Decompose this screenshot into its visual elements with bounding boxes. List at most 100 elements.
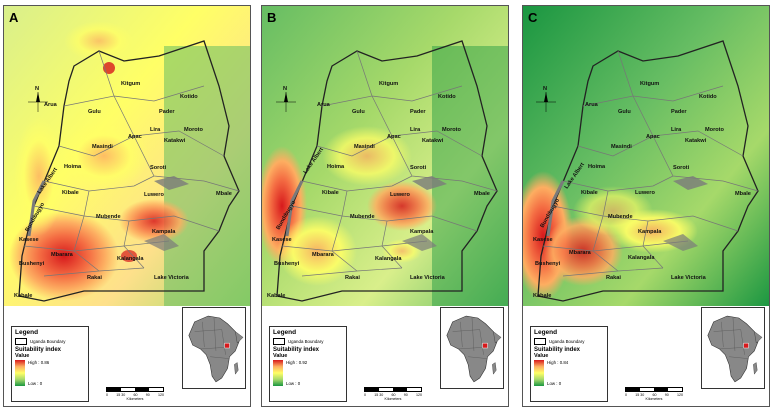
svg-text:Lira: Lira bbox=[671, 127, 682, 133]
svg-text:Rakai: Rakai bbox=[606, 275, 621, 281]
svg-text:Soroti: Soroti bbox=[150, 165, 167, 171]
svg-text:Rakai: Rakai bbox=[87, 275, 102, 281]
svg-text:Rakai: Rakai bbox=[345, 275, 360, 281]
legend-low: Low : 0 bbox=[28, 381, 43, 386]
boundary-label: Uganda Boundary bbox=[30, 339, 66, 344]
svg-text:Moroto: Moroto bbox=[705, 127, 725, 133]
north-arrow-icon: N bbox=[536, 86, 556, 112]
suitability-map: N Kitgum Kotido Arua Gulu Pader Moroto L… bbox=[4, 6, 250, 406]
legend-value-label: Value bbox=[534, 353, 549, 359]
svg-text:Mubende: Mubende bbox=[96, 214, 121, 220]
svg-text:Kasese: Kasese bbox=[19, 237, 39, 243]
color-ramp bbox=[15, 360, 25, 386]
north-arrow-icon: N bbox=[276, 86, 296, 112]
svg-text:Luwero: Luwero bbox=[144, 192, 164, 198]
svg-text:Mbarara: Mbarara bbox=[51, 252, 74, 258]
svg-text:Kampala: Kampala bbox=[638, 229, 662, 235]
svg-text:Apac: Apac bbox=[646, 134, 660, 140]
svg-text:Bushenyi: Bushenyi bbox=[19, 261, 45, 267]
svg-text:Kabale: Kabale bbox=[14, 293, 32, 299]
svg-text:Kibale: Kibale bbox=[62, 190, 79, 196]
boundary-swatch bbox=[534, 338, 546, 345]
legend-index-title: Suitability index bbox=[15, 347, 62, 353]
panel-letter: B bbox=[267, 10, 277, 25]
lake-albert bbox=[27, 180, 46, 237]
svg-text:Mbarara: Mbarara bbox=[312, 252, 335, 258]
legend-title: Legend bbox=[273, 329, 297, 336]
svg-text:Mbale: Mbale bbox=[735, 191, 751, 197]
svg-text:Moroto: Moroto bbox=[184, 127, 204, 133]
color-ramp bbox=[273, 360, 283, 386]
svg-text:Hoima: Hoima bbox=[64, 164, 82, 170]
legend: Legend Uganda Boundary Suitability index… bbox=[530, 326, 608, 402]
svg-text:Katakwi: Katakwi bbox=[422, 138, 444, 144]
color-ramp bbox=[534, 360, 544, 386]
svg-text:Masindi: Masindi bbox=[354, 144, 375, 150]
svg-text:Katakwi: Katakwi bbox=[685, 138, 707, 144]
africa-icon bbox=[707, 315, 763, 383]
svg-text:Kotido: Kotido bbox=[438, 94, 456, 100]
north-arrow-icon: N bbox=[28, 86, 48, 112]
svg-text:Arua: Arua bbox=[317, 102, 331, 108]
svg-text:Luwero: Luwero bbox=[635, 190, 655, 196]
svg-text:N: N bbox=[283, 86, 287, 92]
svg-text:Kitgum: Kitgum bbox=[379, 81, 398, 87]
uganda-highlight bbox=[743, 342, 749, 349]
district-lines bbox=[281, 50, 498, 277]
svg-text:Kabale: Kabale bbox=[533, 293, 551, 299]
legend-index-title: Suitability index bbox=[273, 347, 320, 353]
lake-victoria-shore bbox=[144, 234, 179, 251]
legend-title: Legend bbox=[534, 329, 558, 336]
svg-text:Bushenyi: Bushenyi bbox=[274, 261, 300, 267]
svg-text:Kotido: Kotido bbox=[180, 94, 198, 100]
boundary-label: Uganda Boundary bbox=[288, 339, 324, 344]
svg-text:Moroto: Moroto bbox=[442, 127, 462, 133]
svg-text:Gulu: Gulu bbox=[88, 109, 101, 115]
panel-a: A bbox=[3, 5, 251, 407]
legend-index-title: Suitability index bbox=[534, 347, 581, 353]
legend-high: High : 0.92 bbox=[286, 360, 308, 365]
africa-icon bbox=[446, 315, 502, 383]
svg-text:Kampala: Kampala bbox=[410, 229, 434, 235]
svg-text:Gulu: Gulu bbox=[618, 109, 631, 115]
uganda-boundary bbox=[18, 40, 240, 302]
district-lines bbox=[23, 50, 240, 277]
svg-text:Katakwi: Katakwi bbox=[164, 138, 186, 144]
svg-text:Masindi: Masindi bbox=[92, 144, 113, 150]
svg-text:Kibale: Kibale bbox=[322, 190, 339, 196]
svg-text:Arua: Arua bbox=[585, 102, 599, 108]
svg-text:Lira: Lira bbox=[410, 127, 421, 133]
legend-high: High : 0.86 bbox=[28, 360, 50, 365]
legend-title: Legend bbox=[15, 329, 39, 336]
svg-text:Apac: Apac bbox=[128, 134, 142, 140]
hotspot-central bbox=[367, 181, 437, 231]
svg-text:Lake Victoria: Lake Victoria bbox=[154, 275, 190, 281]
svg-text:Hoima: Hoima bbox=[327, 164, 345, 170]
svg-text:Pader: Pader bbox=[410, 109, 426, 115]
uganda-boundary bbox=[276, 40, 498, 302]
africa-inset-map bbox=[701, 307, 765, 389]
svg-text:Pader: Pader bbox=[159, 109, 175, 115]
svg-text:Bushenyi: Bushenyi bbox=[535, 261, 561, 267]
scale-bar: 0 15 30 60 90 120 Kilometers bbox=[364, 387, 422, 403]
svg-text:Soroti: Soroti bbox=[673, 165, 690, 171]
svg-text:Kotido: Kotido bbox=[699, 94, 717, 100]
svg-text:Mbarara: Mbarara bbox=[569, 250, 592, 256]
uganda-highlight bbox=[482, 342, 488, 349]
legend-low: Low : 0 bbox=[286, 381, 301, 386]
hotspot-central bbox=[119, 199, 189, 243]
africa-inset-map bbox=[440, 307, 504, 389]
svg-text:Soroti: Soroti bbox=[410, 165, 427, 171]
svg-text:Hoima: Hoima bbox=[588, 164, 606, 170]
uganda-boundary bbox=[537, 40, 759, 302]
svg-text:N: N bbox=[35, 86, 39, 92]
svg-text:Kitgum: Kitgum bbox=[121, 81, 140, 87]
svg-text:Kasese: Kasese bbox=[533, 237, 553, 243]
legend: Legend Uganda Boundary Suitability index… bbox=[11, 326, 89, 402]
svg-text:Mubende: Mubende bbox=[608, 214, 633, 220]
svg-text:Kalangala: Kalangala bbox=[628, 255, 655, 261]
svg-text:Luwero: Luwero bbox=[390, 192, 410, 198]
panel-c: C bbox=[522, 5, 770, 407]
svg-text:Arua: Arua bbox=[44, 102, 58, 108]
